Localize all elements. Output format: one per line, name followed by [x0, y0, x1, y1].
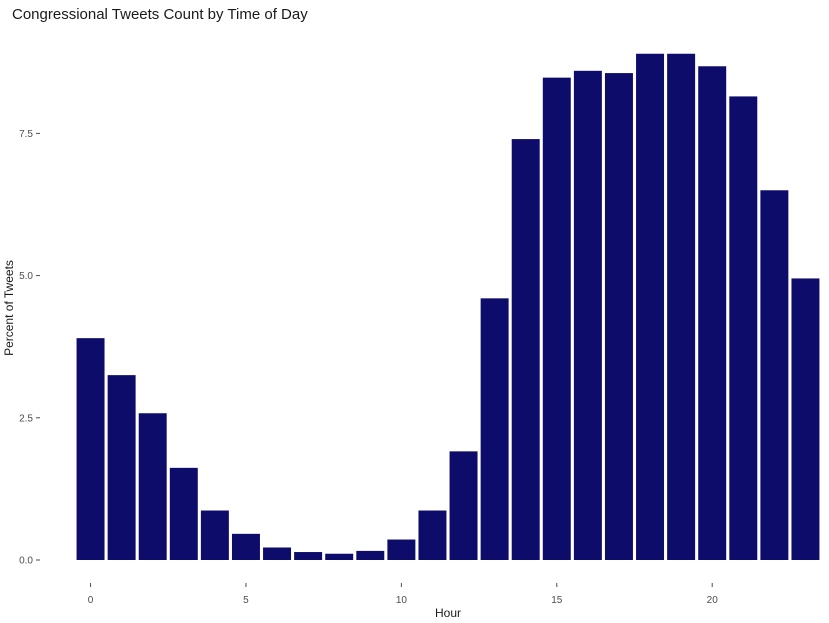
y-tick-label: 7.5 [19, 129, 33, 140]
bar-hour-7 [294, 552, 323, 560]
y-tick-label: 2.5 [19, 413, 33, 424]
bar-hour-18 [636, 53, 665, 561]
bars-group [76, 53, 820, 561]
bar-hour-16 [573, 70, 602, 561]
bar-hour-6 [263, 547, 292, 560]
x-tick-label: 10 [396, 595, 408, 606]
y-axis: 0.0 2.5 5.0 7.5 [19, 129, 40, 567]
bar-hour-20 [698, 66, 727, 561]
bar-hour-5 [231, 533, 260, 560]
bar-hour-9 [356, 550, 385, 560]
bar-hour-2 [138, 413, 167, 560]
bar-hour-19 [667, 53, 696, 561]
chart-title: Congressional Tweets Count by Time of Da… [12, 6, 308, 23]
bar-hour-14 [511, 139, 540, 561]
bar-hour-1 [107, 375, 136, 560]
bar-hour-3 [169, 467, 198, 560]
bar-hour-17 [604, 73, 633, 561]
bar-hour-22 [760, 190, 789, 561]
y-tick-label: 5.0 [19, 271, 33, 282]
bar-hour-15 [542, 77, 571, 561]
y-axis-title: Percent of Tweets [2, 260, 16, 356]
bar-hour-4 [200, 510, 229, 560]
bar-hour-11 [418, 510, 447, 560]
x-tick-label: 15 [551, 595, 563, 606]
bar-hour-10 [387, 539, 416, 560]
bar-hour-13 [480, 298, 509, 560]
x-tick-label: 5 [243, 595, 249, 606]
bar-hour-23 [791, 278, 820, 560]
bar-hour-8 [325, 553, 354, 560]
x-axis-title: Hour [435, 606, 461, 620]
x-tick-label: 0 [88, 595, 94, 606]
x-axis: 0 5 10 15 20 [88, 583, 718, 606]
y-tick-label: 0.0 [19, 556, 33, 567]
x-tick-label: 20 [707, 595, 719, 606]
bar-hour-0 [76, 338, 105, 560]
bar-hour-12 [449, 451, 478, 560]
bar-hour-21 [729, 96, 758, 561]
